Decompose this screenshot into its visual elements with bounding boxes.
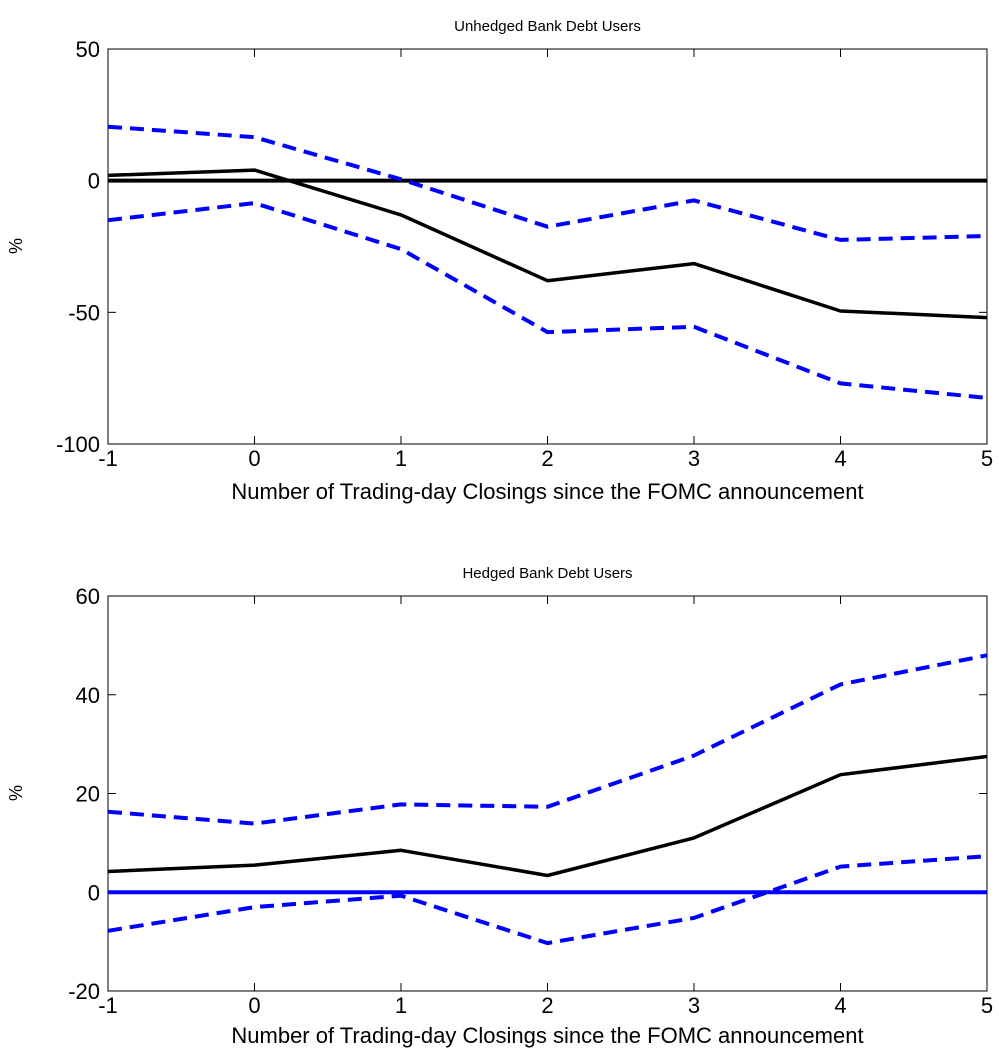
y-tick-label: -50 <box>68 300 100 325</box>
x-tick-label: 2 <box>541 993 553 1018</box>
x-tick-label: 3 <box>688 446 700 471</box>
y-tick-label: -100 <box>56 432 100 457</box>
y-tick-label: 0 <box>88 880 100 905</box>
y-tick-label: -20 <box>68 979 100 1004</box>
x-tick-label: 4 <box>834 993 846 1018</box>
y-tick-label: 60 <box>76 584 100 609</box>
chart-title: Unhedged Bank Debt Users <box>454 18 641 35</box>
x-tick-label: 0 <box>248 446 260 471</box>
lower-band-line <box>107 854 988 946</box>
y-tick-label: 40 <box>76 683 100 708</box>
y-tick-label: 50 <box>76 37 100 62</box>
y-tick-label: 20 <box>76 782 100 807</box>
plot-frame <box>107 595 988 992</box>
plot-frame <box>107 48 988 445</box>
x-tick-label: 3 <box>688 993 700 1018</box>
x-axis-label: Number of Trading-day Closings since the… <box>231 1023 863 1048</box>
estimate-line <box>107 168 988 320</box>
x-tick-label: 0 <box>248 993 260 1018</box>
x-tick-label: 5 <box>981 993 993 1018</box>
y-axis-label: % <box>6 785 26 801</box>
chart-panel-2: -1 0 1 2 3 4 5 60 40 20 0 -20 Hedged Bank Debt Users… <box>6 565 993 1048</box>
upper-band-line <box>107 653 988 826</box>
y-tick-label: 0 <box>88 169 100 194</box>
upper-band-line <box>107 124 988 242</box>
x-tick-label: -1 <box>98 993 118 1018</box>
x-axis-label: Number of Trading-day Closings since the… <box>231 479 863 504</box>
x-tick-label: 5 <box>981 446 993 471</box>
estimate-line <box>107 754 988 878</box>
x-tick-label: -1 <box>98 446 118 471</box>
x-tick-label: 4 <box>834 446 846 471</box>
y-axis-label: % <box>6 238 26 254</box>
chart-title: Hedged Bank Debt Users <box>462 565 632 582</box>
lower-band-line <box>107 201 988 400</box>
x-tick-label: 1 <box>395 446 407 471</box>
x-tick-label: 2 <box>541 446 553 471</box>
chart-panel-1: -1 0 1 2 3 4 5 50 0 -50 -100 Unhedged Bank Debt Use… <box>6 18 993 504</box>
x-tick-label: 1 <box>395 993 407 1018</box>
